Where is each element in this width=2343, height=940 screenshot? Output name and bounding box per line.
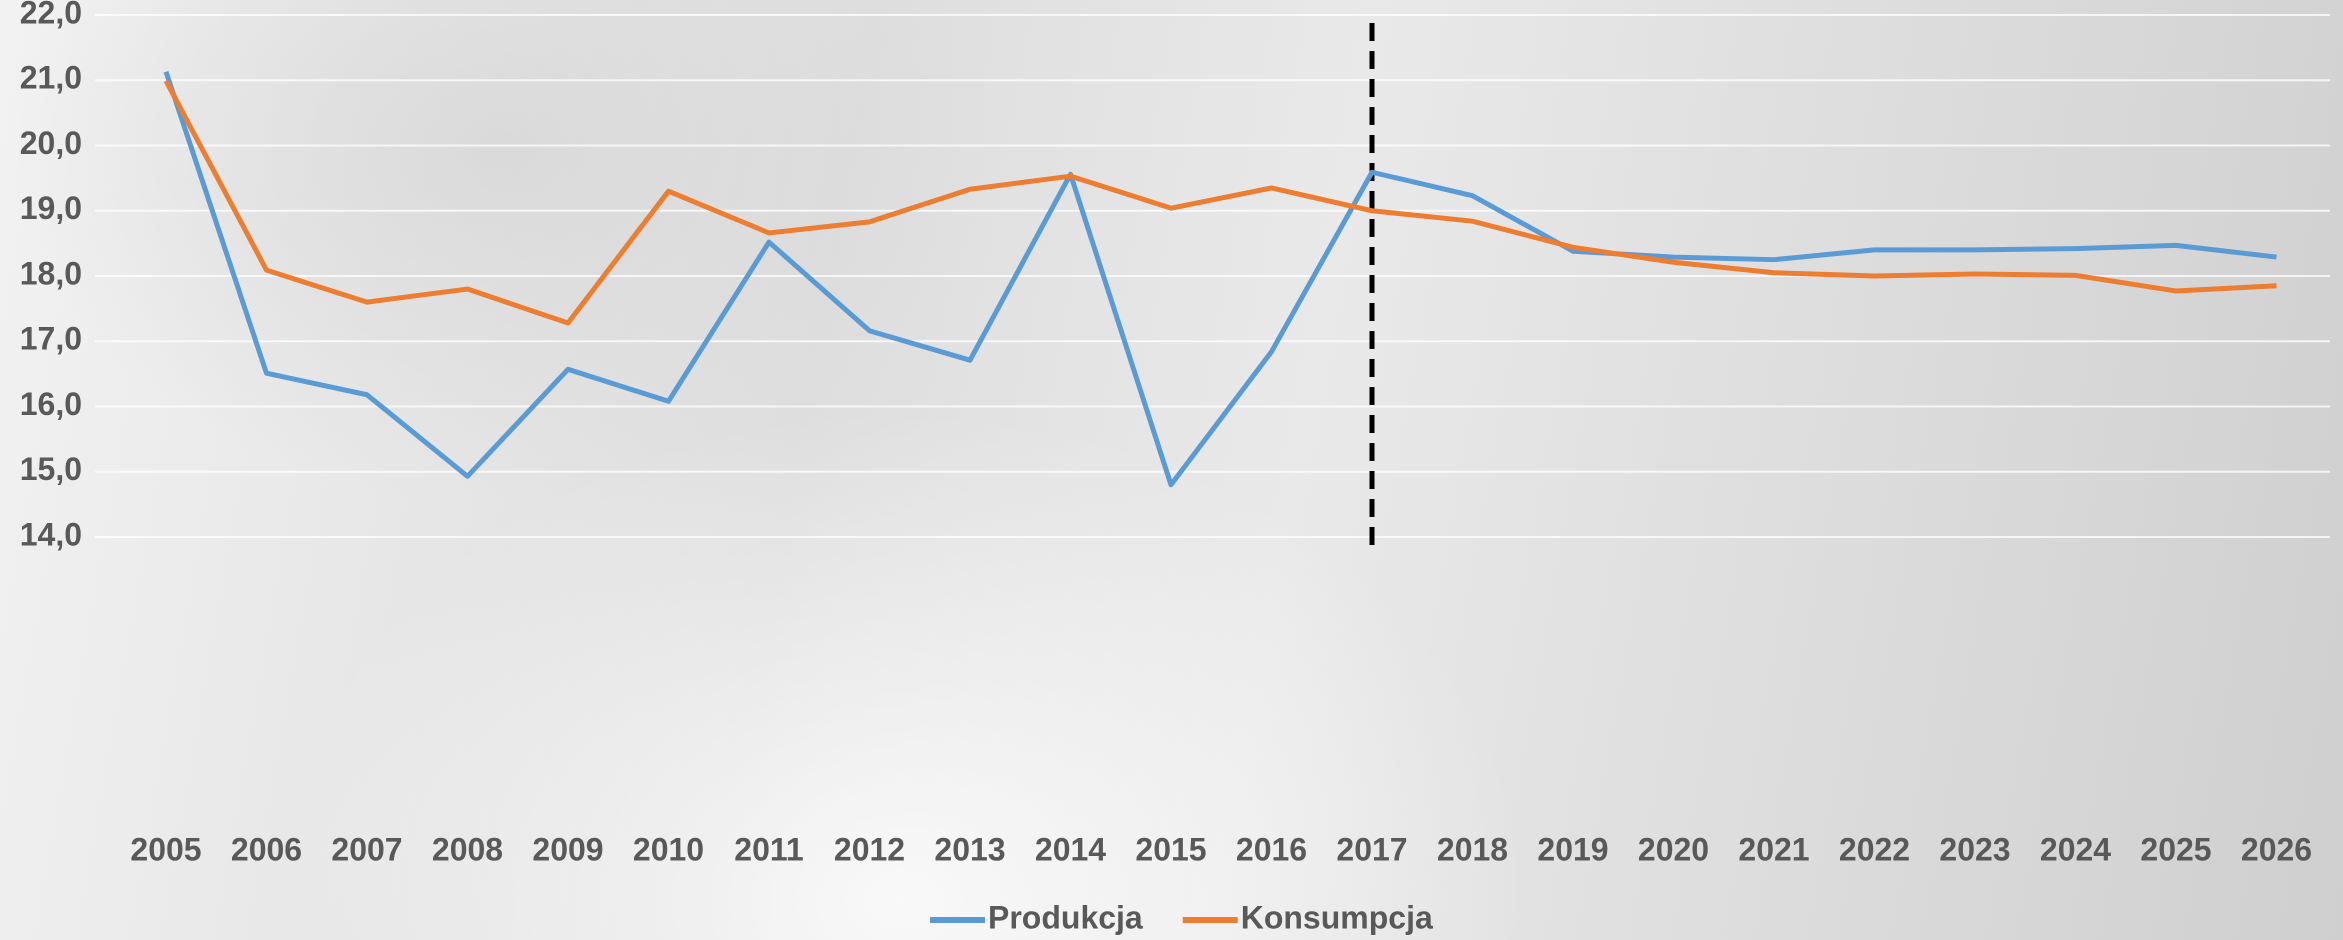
x-tick-label: 2016 xyxy=(1236,831,1307,867)
series-line xyxy=(163,70,2277,488)
x-tick-label: 2010 xyxy=(633,831,704,867)
y-tick-label: 17,0 xyxy=(20,321,82,357)
x-tick-label: 2011 xyxy=(734,831,803,867)
x-tick-label: 2008 xyxy=(432,831,503,867)
legend-label: Produkcja xyxy=(988,899,1143,935)
x-tick-label: 2005 xyxy=(130,831,201,867)
x-tick-label: 2026 xyxy=(2241,831,2312,867)
x-tick-label: 2006 xyxy=(231,831,302,867)
y-tick-label: 18,0 xyxy=(20,255,82,291)
x-tick-label: 2025 xyxy=(2140,831,2211,867)
y-tick-label: 15,0 xyxy=(20,451,82,487)
x-tick-label: 2012 xyxy=(834,831,905,867)
x-tick-label: 2009 xyxy=(532,831,603,867)
y-tick-label: 19,0 xyxy=(20,190,82,226)
y-tick-label: 21,0 xyxy=(20,60,82,96)
x-tick-label: 2017 xyxy=(1336,831,1407,867)
x-tick-label: 2020 xyxy=(1638,831,1709,867)
x-tick-label: 2015 xyxy=(1135,831,1206,867)
legend-label: Konsumpcja xyxy=(1241,899,1433,935)
x-tick-label: 2022 xyxy=(1839,831,1910,867)
x-tick-label: 2014 xyxy=(1035,831,1106,867)
y-tick-label: 20,0 xyxy=(20,125,82,161)
y-tick-label: 22,0 xyxy=(20,0,82,30)
x-tick-label: 2018 xyxy=(1437,831,1508,867)
x-tick-label: 2013 xyxy=(934,831,1005,867)
y-tick-label: 16,0 xyxy=(20,386,82,422)
x-tick-label: 2019 xyxy=(1537,831,1608,867)
y-tick-label: 14,0 xyxy=(20,516,82,552)
x-tick-label: 2021 xyxy=(1738,831,1809,867)
series-line xyxy=(163,79,2277,326)
x-tick-label: 2023 xyxy=(1939,831,2010,867)
x-tick-label: 2024 xyxy=(2040,831,2111,867)
x-tick-label: 2007 xyxy=(331,831,402,867)
